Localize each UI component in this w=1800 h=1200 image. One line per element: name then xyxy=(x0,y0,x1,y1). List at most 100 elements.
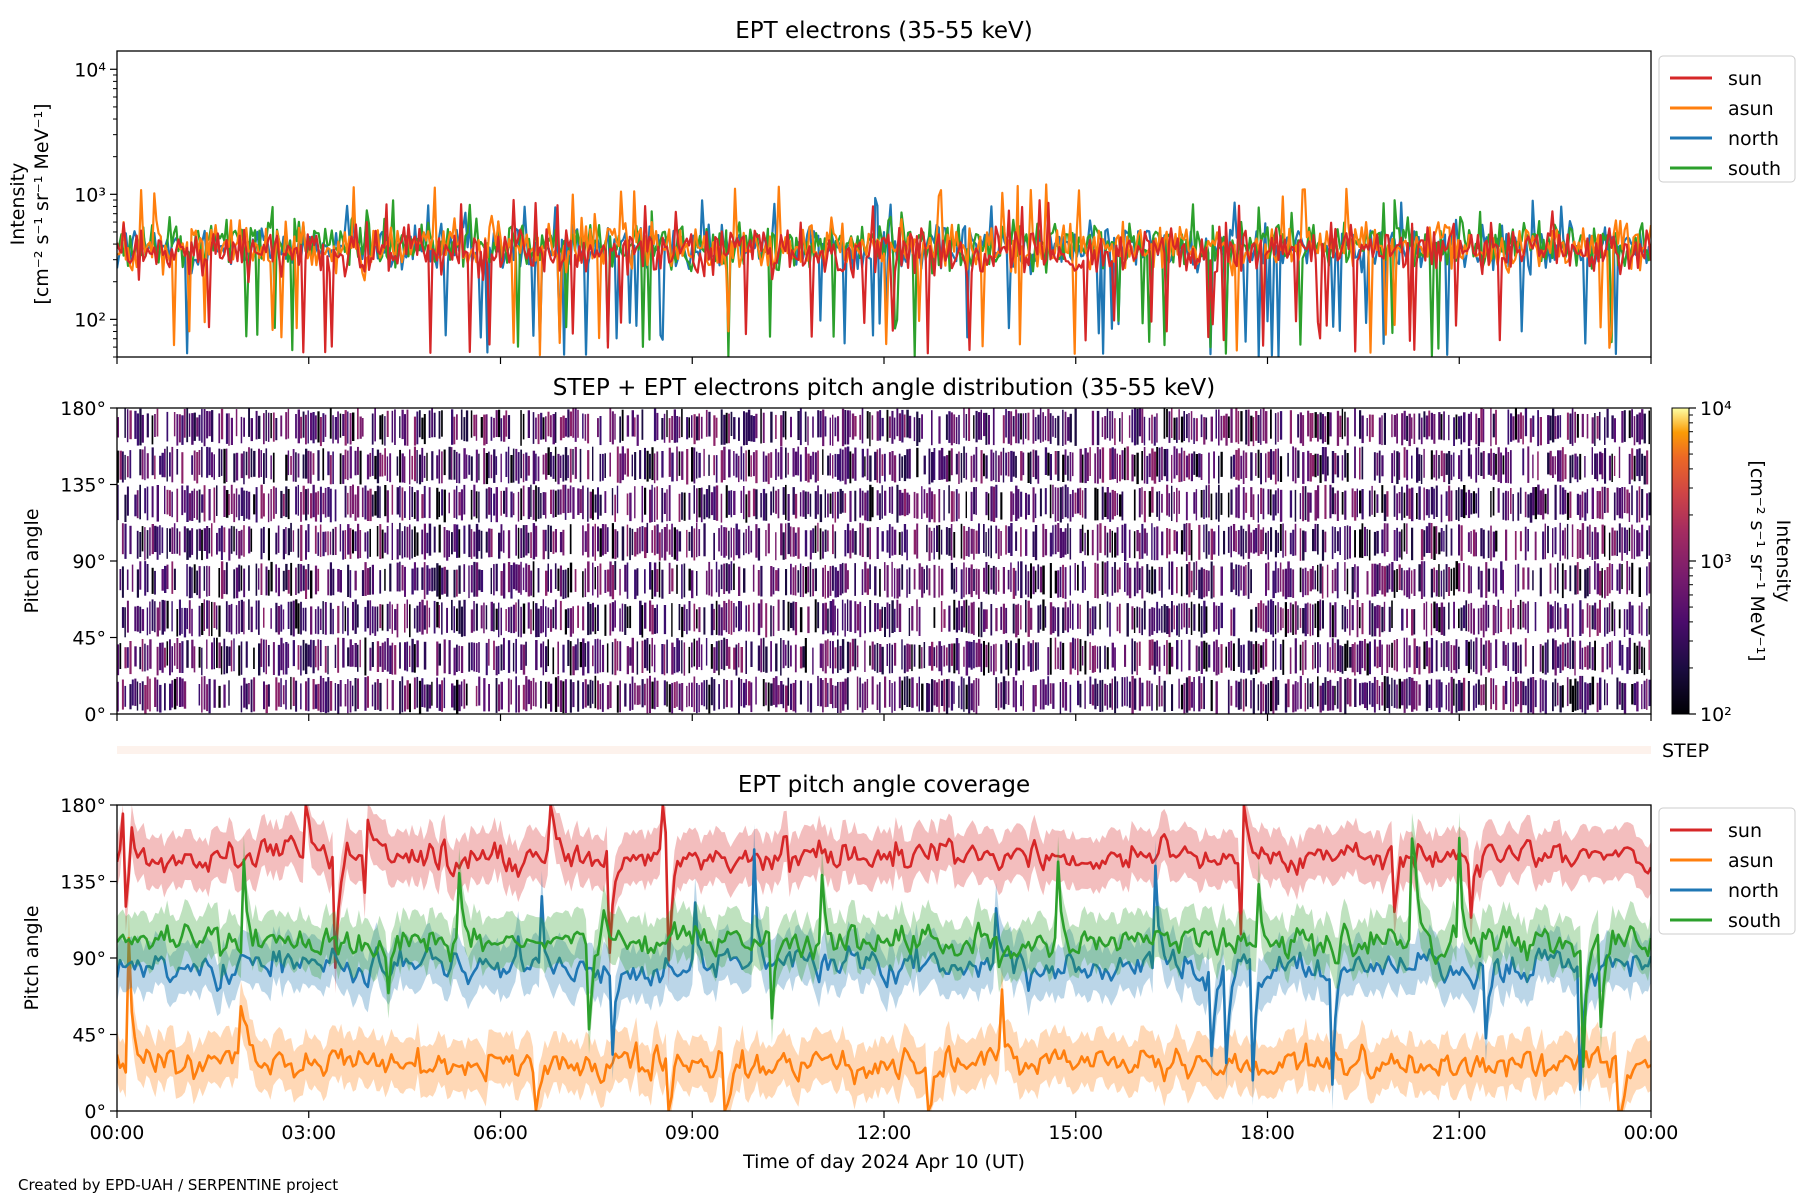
heatmap-cell xyxy=(987,528,990,557)
heatmap-cell xyxy=(1331,685,1335,711)
heatmap-cell xyxy=(1015,455,1017,478)
heatmap-cell xyxy=(357,486,360,518)
heatmap-cell xyxy=(124,647,127,669)
heatmap-cell xyxy=(1049,484,1052,519)
heatmap-cell xyxy=(780,523,783,556)
heatmap-cell xyxy=(290,456,292,475)
heatmap-cell xyxy=(1571,524,1574,557)
heatmap-cell xyxy=(1101,417,1104,437)
colorbar-tick-label: 10³ xyxy=(1700,551,1732,573)
heatmap-cell xyxy=(1208,452,1210,484)
heatmap-cell xyxy=(886,602,889,629)
heatmap-cell xyxy=(1262,527,1265,551)
heatmap-cell xyxy=(696,488,698,523)
heatmap-cell xyxy=(928,646,931,666)
heatmap-cell xyxy=(396,456,399,476)
heatmap-cell xyxy=(1561,642,1564,671)
heatmap-cell xyxy=(1141,566,1144,599)
heatmap-cell xyxy=(1381,485,1384,513)
heatmap-cell xyxy=(292,449,295,482)
heatmap-cell xyxy=(891,600,894,633)
heatmap-cell xyxy=(488,638,490,666)
heatmap-cell xyxy=(1532,415,1535,437)
heatmap-cell xyxy=(782,487,785,515)
heatmap-cell xyxy=(1185,414,1188,439)
heatmap-cell xyxy=(223,684,226,708)
heatmap-cell xyxy=(1581,609,1584,634)
heatmap-cell xyxy=(1007,642,1010,676)
heatmap-cell xyxy=(646,638,649,671)
heatmap-cell xyxy=(1319,563,1322,594)
heatmap-cell xyxy=(428,684,432,709)
heatmap-cell xyxy=(1131,454,1134,482)
heatmap-cell xyxy=(938,450,941,480)
heatmap-cell xyxy=(676,446,678,482)
heatmap-cell xyxy=(1445,491,1448,516)
heatmap-cell xyxy=(624,604,627,635)
heatmap-cell xyxy=(1203,600,1206,634)
heatmap-cell xyxy=(1272,570,1275,599)
heatmap-cell xyxy=(1099,523,1102,553)
heatmap-cell xyxy=(1161,685,1163,707)
heatmap-cell xyxy=(898,676,901,709)
heatmap-cell xyxy=(968,408,971,441)
heatmap-cell xyxy=(564,569,567,599)
heatmap-cell xyxy=(285,679,287,710)
heatmap-cell xyxy=(248,526,251,554)
heatmap-cell xyxy=(1418,564,1421,592)
heatmap-cell xyxy=(1391,600,1393,628)
heatmap-cell xyxy=(1171,684,1174,711)
heatmap-cell xyxy=(755,413,758,439)
heatmap-cell xyxy=(1270,409,1272,439)
heatmap-cell xyxy=(901,639,903,670)
heatmap-cell xyxy=(916,447,919,478)
heatmap-cell xyxy=(181,485,184,516)
heatmap-cell xyxy=(344,606,347,632)
heatmap-cell xyxy=(1084,532,1086,556)
heatmap-cell xyxy=(146,413,149,438)
heatmap-cell xyxy=(705,679,708,710)
heatmap-cell xyxy=(1267,683,1270,714)
heatmap-cell xyxy=(1220,493,1223,515)
heatmap-cell xyxy=(1069,565,1071,596)
heatmap-cell xyxy=(1302,530,1305,561)
heatmap-cell xyxy=(1252,644,1255,670)
heatmap-cell xyxy=(1146,455,1149,484)
heatmap-cell xyxy=(1571,454,1574,478)
heatmap-cell xyxy=(267,645,270,667)
heatmap-cell xyxy=(478,642,480,673)
heatmap-cell xyxy=(562,415,565,438)
heatmap-cell xyxy=(1557,415,1559,439)
heatmap-cell xyxy=(609,452,611,477)
heatmap-cell xyxy=(117,450,119,483)
heatmap-cell xyxy=(891,486,894,514)
heatmap-cell xyxy=(903,645,906,674)
heatmap-cell xyxy=(871,415,874,440)
heatmap-cell xyxy=(1391,562,1394,592)
heatmap-cell xyxy=(411,455,413,480)
heatmap-cell xyxy=(1059,528,1062,558)
heatmap-cell xyxy=(1037,455,1040,484)
heatmap-cell xyxy=(366,531,369,559)
heatmap-cell xyxy=(1084,640,1087,675)
heatmap-cell xyxy=(1443,641,1445,671)
heatmap-cell xyxy=(161,642,164,673)
heatmap-cell xyxy=(938,525,941,560)
heatmap-cell xyxy=(953,532,956,558)
heatmap-cell xyxy=(540,493,542,519)
heatmap-cell xyxy=(691,526,693,558)
heatmap-cell xyxy=(1260,487,1263,514)
heatmap-cell xyxy=(913,569,916,590)
heatmap-cell xyxy=(374,606,377,636)
heatmap-cell xyxy=(1133,641,1136,672)
heatmap-cell xyxy=(1569,491,1572,518)
heatmap-cell xyxy=(1136,606,1139,628)
heatmap-cell xyxy=(631,676,634,710)
heatmap-cell xyxy=(733,647,736,670)
heatmap-cell xyxy=(421,447,424,483)
heatmap-cell xyxy=(1304,603,1307,637)
heatmap-cell xyxy=(1015,531,1018,551)
heatmap-cell xyxy=(1554,456,1557,475)
heatmap-cell xyxy=(1101,561,1104,595)
heatmap-cell xyxy=(488,528,491,558)
